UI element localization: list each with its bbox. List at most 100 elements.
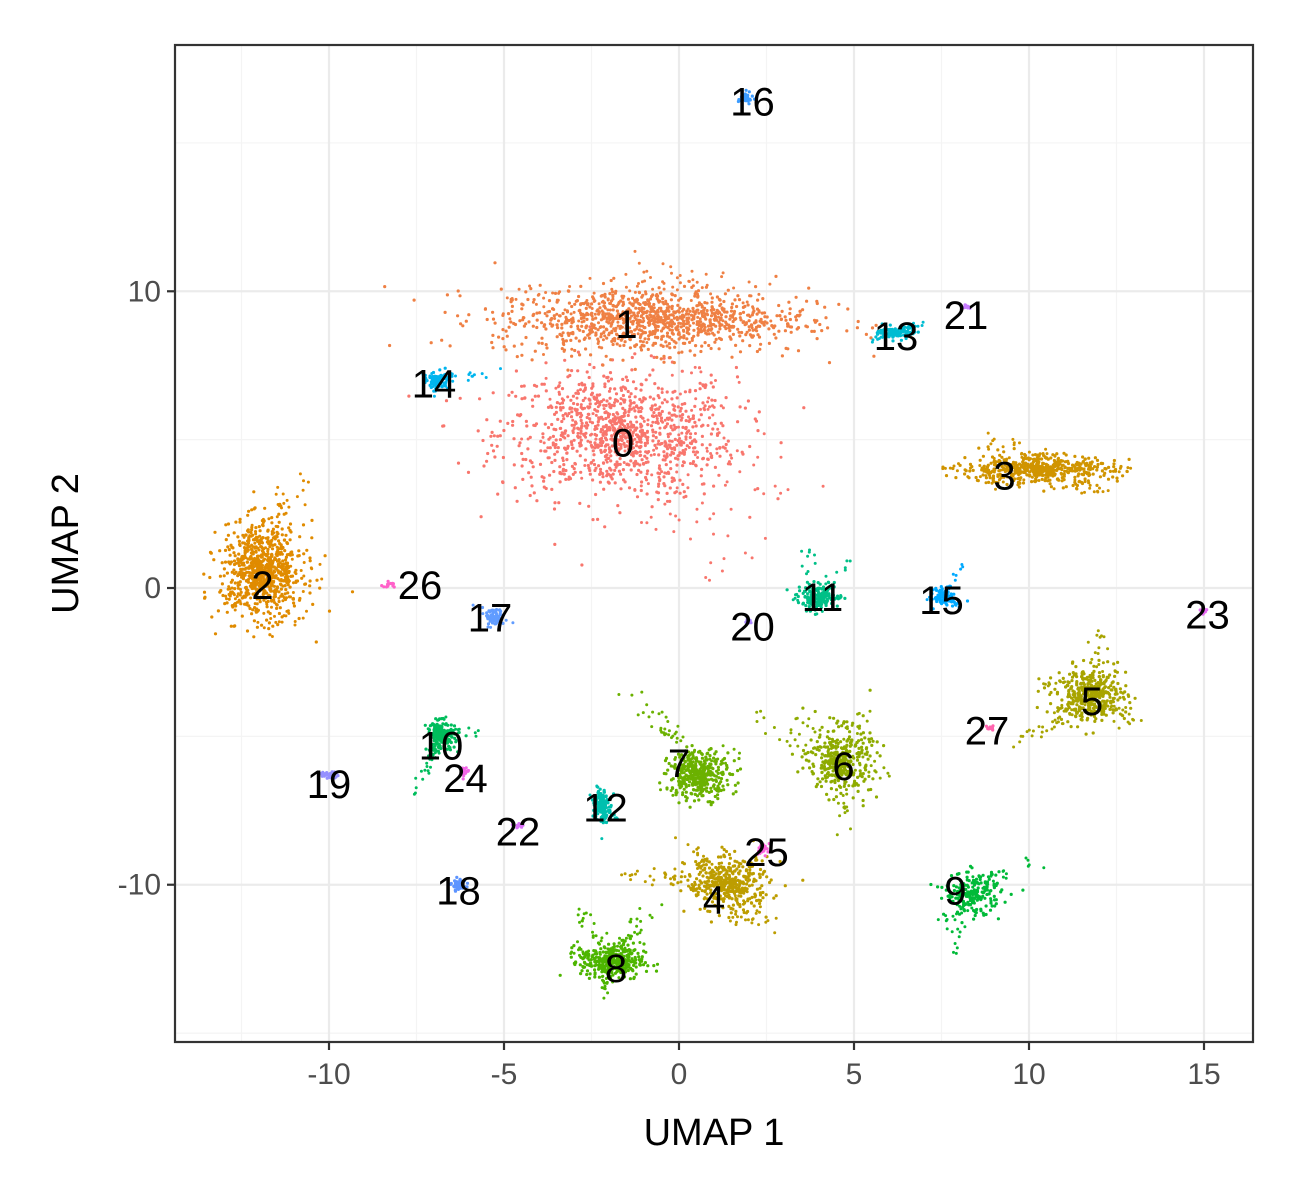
point (652, 453, 656, 456)
point (580, 406, 584, 410)
point (687, 279, 691, 283)
point (678, 478, 682, 482)
point (623, 335, 627, 339)
point (652, 867, 656, 871)
point (643, 454, 647, 458)
point (702, 492, 706, 496)
point (729, 336, 733, 340)
point (555, 312, 559, 316)
point (699, 327, 703, 331)
point (297, 616, 301, 621)
point (1020, 465, 1024, 469)
point (657, 300, 661, 304)
point (653, 316, 657, 320)
point (752, 463, 756, 467)
point (663, 323, 667, 327)
point (531, 313, 535, 318)
point (578, 444, 582, 448)
point (640, 383, 644, 387)
point (646, 429, 649, 433)
point (669, 460, 672, 464)
point (625, 463, 629, 466)
point (681, 460, 686, 464)
point (552, 507, 557, 511)
point (774, 274, 778, 278)
point (719, 855, 723, 859)
point (569, 440, 574, 444)
point (1097, 663, 1101, 666)
point (680, 451, 684, 455)
point (682, 329, 686, 333)
point (731, 903, 736, 907)
point (651, 420, 655, 424)
point (712, 308, 716, 312)
point (528, 435, 532, 439)
point (606, 298, 610, 302)
point (574, 299, 578, 303)
point (652, 341, 656, 345)
point (603, 525, 607, 529)
point (1106, 647, 1110, 651)
point (737, 894, 741, 898)
point (681, 464, 685, 468)
point (693, 420, 697, 424)
point (546, 405, 551, 409)
point (202, 590, 207, 594)
point (630, 355, 634, 360)
point (731, 887, 735, 891)
point (448, 344, 452, 348)
point (619, 435, 622, 438)
point (644, 435, 648, 438)
point (629, 320, 633, 324)
point (709, 308, 713, 312)
point (638, 440, 642, 444)
point (308, 559, 312, 563)
point (637, 328, 642, 332)
point (789, 325, 794, 329)
point (634, 405, 639, 409)
point (730, 355, 734, 359)
point (629, 401, 633, 405)
point (1020, 451, 1024, 455)
point (668, 335, 672, 339)
point (759, 317, 763, 321)
point (707, 332, 711, 336)
point (1109, 701, 1113, 705)
point (662, 326, 666, 330)
point (601, 281, 606, 286)
point (250, 557, 254, 560)
point (226, 522, 231, 526)
point (869, 336, 873, 340)
point (606, 308, 610, 312)
point (550, 487, 554, 491)
point (788, 307, 792, 311)
point (763, 315, 767, 319)
point (679, 443, 683, 447)
point (748, 344, 752, 348)
point (279, 573, 283, 577)
point (529, 475, 533, 479)
point (630, 368, 634, 372)
data-points (202, 88, 1209, 1000)
point (1088, 461, 1092, 465)
point (712, 405, 716, 409)
point (696, 315, 700, 319)
point (646, 439, 649, 442)
point (1095, 483, 1099, 487)
point (659, 416, 664, 420)
point (1101, 674, 1105, 678)
point (639, 348, 644, 352)
point (703, 408, 707, 412)
point (1023, 468, 1027, 472)
point (533, 394, 537, 398)
point (675, 396, 679, 400)
point (738, 312, 742, 316)
point (762, 311, 767, 315)
point (609, 317, 613, 320)
point (645, 456, 649, 460)
point (1097, 671, 1102, 675)
point (774, 894, 778, 898)
point (601, 363, 605, 367)
point (580, 563, 584, 567)
point (271, 527, 275, 531)
